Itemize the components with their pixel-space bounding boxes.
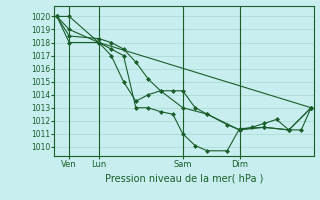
X-axis label: Pression niveau de la mer( hPa ): Pression niveau de la mer( hPa ) [105, 173, 263, 183]
